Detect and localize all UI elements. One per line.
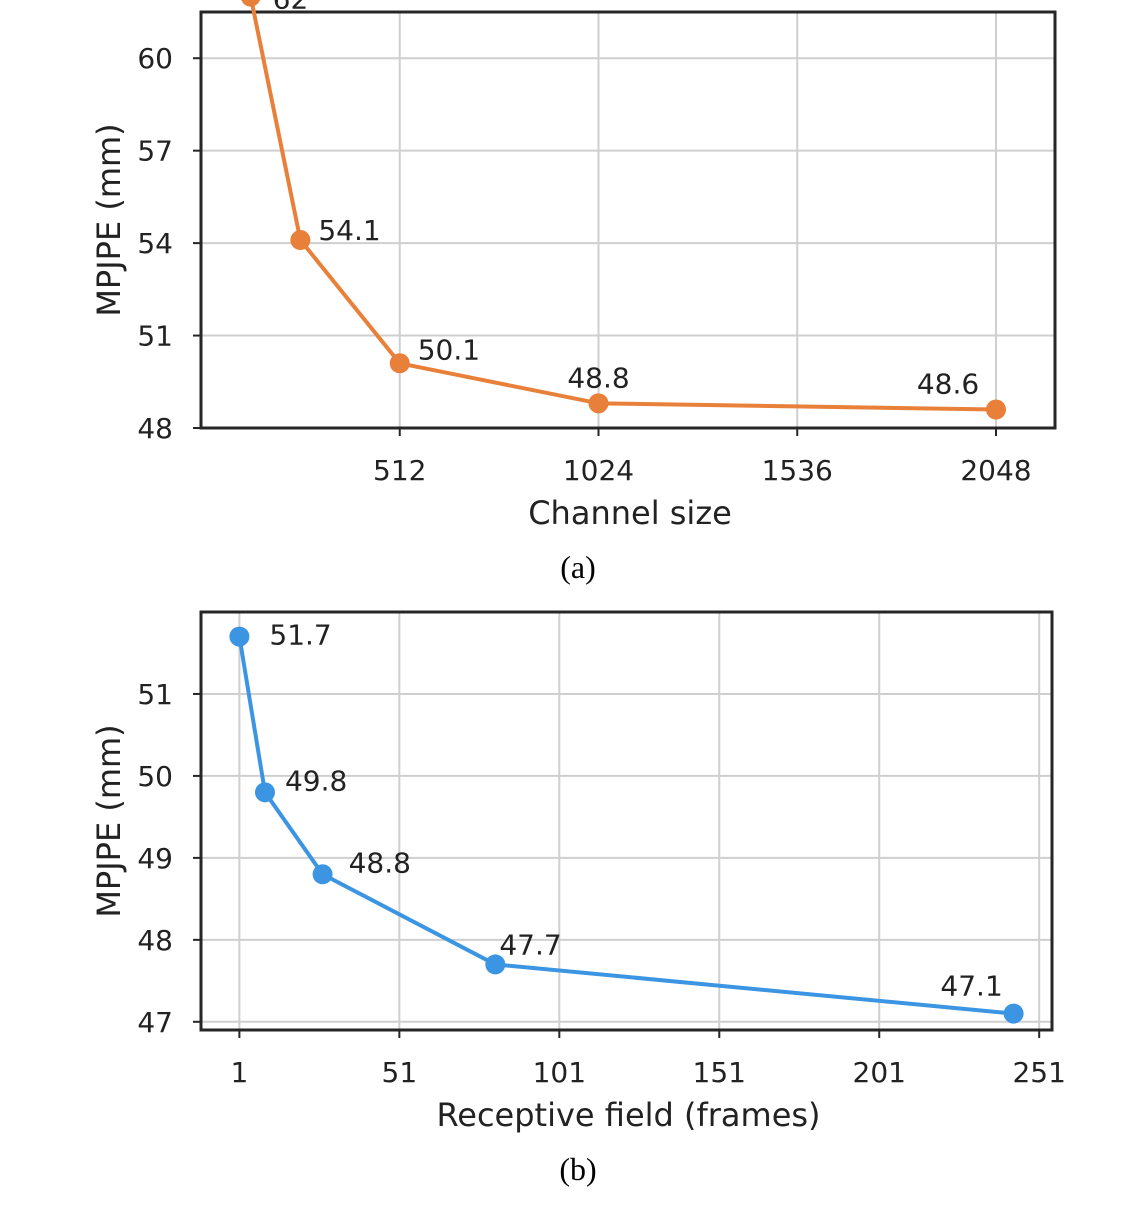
data-label: 48.8 [567,361,629,394]
x-tick-label: 1 [230,1056,248,1089]
data-point [588,393,609,414]
x-tick-label: 1536 [762,454,833,487]
y-tick-label: 51 [137,678,173,711]
y-axis-label: MPJPE (mm) [90,123,128,316]
data-point [485,954,506,975]
data-point [389,353,410,374]
y-tick-label: 57 [137,135,173,168]
x-tick-label: 151 [693,1056,746,1089]
y-tick-label: 51 [137,320,173,353]
x-tick-label: 101 [533,1056,586,1089]
figure-caption: (b) [559,1151,596,1187]
x-tick-label: 2048 [960,454,1031,487]
data-label: 47.1 [940,970,1002,1003]
chart-a-channel-size: 512 1024 1536 2048 48 51 54 57 60 Channel size MPJ… [90,0,1057,585]
y-tick-label: 60 [137,42,173,75]
data-point [1003,1003,1024,1024]
x-tick-label: 51 [382,1056,418,1089]
data-point [290,230,311,251]
figure-caption: (a) [560,549,596,585]
x-axis-label: Receptive field (frames) [436,1096,820,1134]
data-point [254,782,275,803]
data-label: 48.8 [349,846,411,879]
data-label: 47.7 [499,928,561,961]
data-label: 62 [273,0,309,16]
y-tick-label: 48 [137,924,173,957]
x-tick-label: 1024 [563,454,634,487]
series-line [249,0,997,412]
x-axis-label: Channel size [528,494,732,532]
y-tick-label: 49 [137,842,173,875]
data-label: 49.8 [285,764,347,797]
data-point [241,0,261,7]
x-tick-label: 512 [373,454,426,487]
data-label: 50.1 [418,333,480,366]
y-tick-label: 48 [137,412,173,445]
y-tick-label: 50 [137,760,173,793]
x-tick-label: 251 [1012,1056,1065,1089]
data-label: 54.1 [318,214,380,247]
y-tick-label: 47 [137,1006,173,1039]
data-label: 51.7 [269,619,331,652]
plot-frame [199,610,1054,1032]
data-label: 48.6 [917,368,979,401]
y-axis-label: MPJPE (mm) [90,724,128,917]
y-tick-label: 54 [137,227,173,260]
data-point [229,626,250,647]
data-point [985,399,1006,420]
data-point [312,864,333,885]
x-tick-label: 201 [853,1056,906,1089]
plot-frame [199,10,1057,430]
